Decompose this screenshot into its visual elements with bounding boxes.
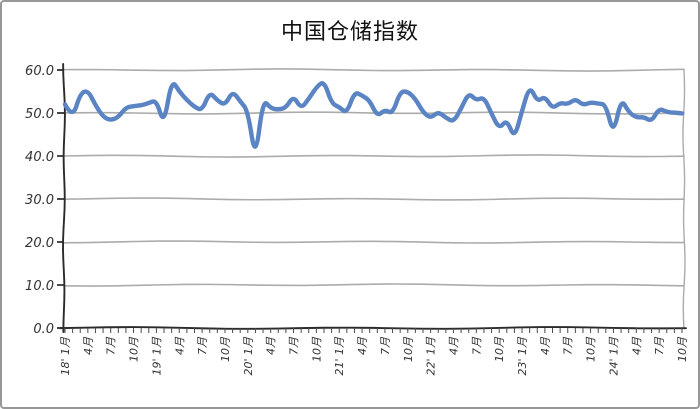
x-tick-label-4月: 4月 (82, 336, 95, 355)
x-tick-label-4月: 4月 (173, 336, 186, 355)
x-tick-label-10月: 10月 (128, 336, 141, 362)
x-axis-spine (59, 326, 687, 330)
x-tick-label-7月: 7月 (470, 336, 483, 355)
x-tick-label-4月: 4月 (539, 336, 552, 355)
x-tick-label-4月: 4月 (630, 336, 643, 355)
gridline-10 (63, 283, 685, 287)
x-tick-label-10月: 10月 (585, 336, 598, 362)
y-tick-label-0.0: 0.0 (33, 322, 54, 337)
x-tick-label-10月: 10月 (219, 336, 232, 362)
x-tick-label-7月: 7月 (379, 336, 392, 355)
x-tick-label-22' 1月: 22' 1月 (425, 336, 438, 376)
x-tick-label-4月: 4月 (265, 336, 278, 355)
x-tick-label-20' 1月: 20' 1月 (242, 336, 255, 376)
x-tick-label-7月: 7月 (105, 336, 118, 355)
index-series-line (62, 81, 685, 149)
y-tick-label-20.0: 20.0 (25, 236, 54, 251)
gridline-40 (63, 154, 685, 158)
x-tick-label-7月: 7月 (196, 336, 209, 355)
x-tick-label-4月: 4月 (447, 336, 460, 355)
x-tick-label-10月: 10月 (493, 336, 506, 362)
x-tick-label-7月: 7月 (653, 336, 666, 355)
gridline-30 (63, 197, 685, 201)
gridline-60 (63, 68, 685, 72)
x-tick-label-18' 1月: 18' 1月 (59, 336, 72, 376)
x-tick-label-4月: 4月 (356, 336, 369, 355)
x-tick-label-7月: 7月 (562, 336, 575, 355)
y-tick-label-30.0: 30.0 (25, 193, 54, 208)
y-tick-label-40.0: 40.0 (25, 150, 54, 165)
x-tick-label-23' 1月: 23' 1月 (516, 336, 529, 376)
x-tick-label-19' 1月: 19' 1月 (150, 336, 163, 376)
x-tick-label-10月: 10月 (676, 336, 689, 362)
x-tick-label-21' 1月: 21' 1月 (333, 336, 346, 376)
x-tick-label-7月: 7月 (288, 336, 301, 355)
x-tick-label-24' 1月: 24' 1月 (607, 336, 620, 376)
y-tick-label-10.0: 10.0 (25, 279, 54, 294)
y-tick-label-50.0: 50.0 (25, 107, 54, 122)
x-tick-label-10月: 10月 (310, 336, 323, 362)
y-tick-label-60.0: 60.0 (25, 64, 54, 79)
chart-title: 中国仓储指数 (280, 19, 419, 44)
y-axis-spine (62, 63, 66, 333)
x-tick-label-10月: 10月 (402, 336, 415, 362)
gridline-20 (63, 240, 685, 244)
